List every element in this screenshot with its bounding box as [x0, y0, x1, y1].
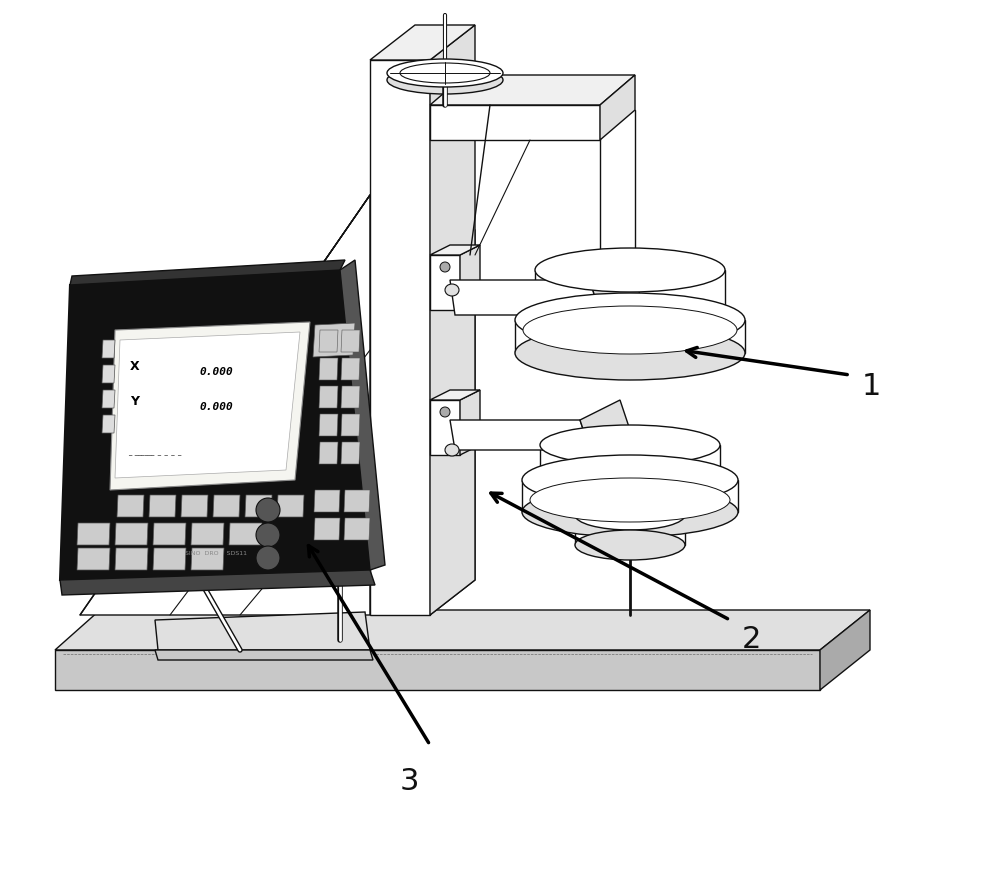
Polygon shape — [314, 518, 340, 540]
Polygon shape — [460, 245, 480, 310]
Polygon shape — [117, 495, 144, 517]
Polygon shape — [70, 260, 345, 285]
Polygon shape — [341, 442, 360, 464]
Polygon shape — [341, 414, 360, 436]
Polygon shape — [450, 280, 600, 315]
Text: X: X — [130, 360, 140, 373]
Ellipse shape — [445, 284, 459, 296]
Polygon shape — [80, 195, 370, 615]
Ellipse shape — [445, 444, 459, 456]
Polygon shape — [540, 445, 720, 490]
Polygon shape — [102, 340, 115, 358]
Ellipse shape — [522, 455, 738, 505]
Polygon shape — [155, 650, 373, 660]
Polygon shape — [341, 358, 360, 380]
Polygon shape — [149, 495, 176, 517]
Polygon shape — [319, 358, 338, 380]
Polygon shape — [110, 322, 310, 490]
Polygon shape — [181, 495, 208, 517]
Polygon shape — [277, 495, 304, 517]
Text: 2: 2 — [742, 625, 761, 654]
Polygon shape — [153, 523, 186, 545]
Ellipse shape — [535, 308, 725, 352]
Polygon shape — [344, 490, 370, 512]
Polygon shape — [314, 490, 340, 512]
Text: 0.000: 0.000 — [200, 402, 234, 412]
Polygon shape — [319, 330, 338, 352]
Polygon shape — [77, 548, 110, 570]
Ellipse shape — [440, 407, 450, 417]
Polygon shape — [102, 365, 115, 383]
Ellipse shape — [540, 425, 720, 465]
Polygon shape — [319, 442, 338, 464]
Polygon shape — [319, 414, 338, 436]
Polygon shape — [430, 105, 600, 140]
Polygon shape — [341, 330, 360, 352]
Polygon shape — [213, 495, 240, 517]
Polygon shape — [575, 515, 685, 545]
Polygon shape — [319, 386, 338, 408]
Polygon shape — [522, 480, 738, 512]
Polygon shape — [820, 610, 870, 690]
Polygon shape — [430, 245, 480, 255]
Text: Y: Y — [130, 395, 139, 408]
Text: 0.000: 0.000 — [200, 367, 234, 377]
Polygon shape — [430, 195, 475, 615]
Ellipse shape — [575, 530, 685, 560]
Polygon shape — [430, 390, 480, 400]
Ellipse shape — [530, 478, 730, 522]
Text: 1: 1 — [862, 372, 881, 401]
Ellipse shape — [387, 59, 503, 87]
Polygon shape — [590, 260, 640, 315]
Polygon shape — [370, 60, 430, 615]
Polygon shape — [191, 523, 224, 545]
Ellipse shape — [575, 500, 685, 530]
Polygon shape — [115, 332, 300, 478]
Ellipse shape — [400, 63, 490, 83]
Ellipse shape — [515, 326, 745, 380]
Ellipse shape — [535, 248, 725, 292]
Ellipse shape — [540, 470, 720, 510]
Polygon shape — [55, 610, 870, 650]
Polygon shape — [515, 320, 745, 353]
Polygon shape — [77, 523, 110, 545]
Polygon shape — [580, 400, 630, 450]
Polygon shape — [229, 523, 262, 545]
Polygon shape — [55, 650, 820, 690]
Polygon shape — [430, 400, 460, 455]
Ellipse shape — [256, 498, 280, 522]
Ellipse shape — [387, 66, 503, 94]
Polygon shape — [600, 75, 635, 140]
Polygon shape — [102, 390, 115, 408]
Ellipse shape — [440, 262, 450, 272]
Polygon shape — [115, 548, 148, 570]
Polygon shape — [102, 415, 115, 433]
Polygon shape — [450, 420, 590, 450]
Ellipse shape — [515, 293, 745, 347]
Ellipse shape — [256, 523, 280, 547]
Polygon shape — [430, 25, 475, 615]
Polygon shape — [370, 25, 475, 60]
Text: SINO  DRO    SDS11: SINO DRO SDS11 — [185, 551, 247, 556]
Ellipse shape — [522, 487, 738, 537]
Polygon shape — [153, 548, 186, 570]
Polygon shape — [245, 495, 272, 517]
Polygon shape — [341, 386, 360, 408]
Polygon shape — [460, 390, 480, 455]
Polygon shape — [60, 570, 375, 595]
Polygon shape — [535, 270, 725, 330]
Polygon shape — [313, 323, 355, 357]
Polygon shape — [344, 518, 370, 540]
Polygon shape — [340, 260, 385, 570]
Polygon shape — [430, 255, 460, 310]
Ellipse shape — [523, 306, 737, 354]
Text: 3: 3 — [400, 767, 420, 796]
Polygon shape — [60, 270, 370, 580]
Polygon shape — [430, 75, 635, 105]
Polygon shape — [155, 612, 370, 650]
Polygon shape — [115, 523, 148, 545]
Ellipse shape — [256, 546, 280, 570]
Polygon shape — [191, 548, 224, 570]
Text: ─  ──────  ─  ─  ─  ─: ─ ────── ─ ─ ─ ─ — [128, 454, 181, 459]
